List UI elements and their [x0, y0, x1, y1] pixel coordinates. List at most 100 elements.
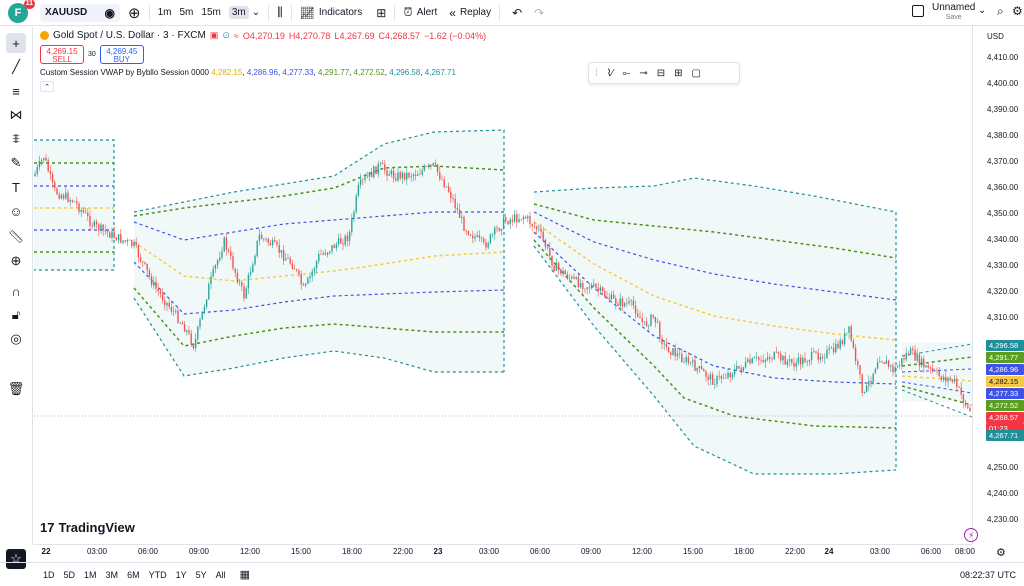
- favorites-star-icon[interactable]: ☆: [6, 549, 26, 569]
- calendar-icon[interactable]: ▦: [239, 569, 251, 581]
- search-icon[interactable]: ⌕: [997, 4, 1004, 18]
- layout-checkbox-icon[interactable]: [912, 5, 924, 17]
- candle-body: [685, 357, 687, 362]
- range-6m[interactable]: 6M: [127, 569, 140, 580]
- alert-button[interactable]: ⏰︎ Alert: [403, 5, 437, 20]
- candle-body: [267, 238, 269, 243]
- trash-icon[interactable]: 🗑︎: [7, 381, 25, 396]
- candle-body: [87, 212, 89, 216]
- candle-body: [120, 234, 122, 243]
- indicator-legend[interactable]: Custom Session VWAP by Bybllo Session 00…: [40, 68, 456, 77]
- candle-body: [465, 230, 467, 232]
- candle-body: [355, 195, 357, 212]
- candle-body: [947, 377, 949, 382]
- candle-body: [309, 276, 311, 279]
- layout-name[interactable]: Unnamed Save: [932, 3, 975, 23]
- zoom-icon[interactable]: ⊕: [10, 253, 22, 268]
- candle-body: [359, 179, 362, 185]
- layouts-icon[interactable]: ⊞: [376, 5, 387, 20]
- range-5y[interactable]: 5Y: [195, 569, 207, 580]
- visibility-icon[interactable]: ◎: [10, 331, 22, 346]
- time-axis[interactable]: 22 03:00 06:00 09:00 12:00 15:00 18:00 22:00 23 0…: [34, 544, 975, 560]
- range-ytd[interactable]: YTD: [148, 569, 167, 580]
- horizontal-ray-icon[interactable]: ⊸: [639, 67, 648, 79]
- band-fill: [534, 178, 896, 474]
- emoji-icon[interactable]: ☺: [9, 203, 23, 219]
- candle-body: [269, 242, 272, 246]
- axis-settings-icon[interactable]: ⚙: [996, 547, 1006, 559]
- tradingview-logo[interactable]: 17 TradingView: [40, 520, 135, 535]
- ray-icon[interactable]: ⟜: [622, 67, 631, 79]
- candle-body: [846, 332, 848, 334]
- sell-button[interactable]: 4,269.15 SELL: [40, 45, 84, 64]
- candle-body: [857, 360, 859, 366]
- lock-icon[interactable]: 🔓︎: [11, 307, 21, 322]
- chevron-down-icon[interactable]: ⌄: [251, 7, 261, 18]
- candle-body: [876, 362, 879, 369]
- candle-body: [221, 251, 223, 258]
- brush-icon[interactable]: ✎: [10, 155, 22, 170]
- range-all[interactable]: All: [215, 569, 226, 580]
- magnet-icon[interactable]: ∩: [11, 283, 21, 299]
- candle-body: [630, 300, 632, 302]
- avatar-letter: F: [14, 6, 22, 19]
- high-value: H4,270.78: [288, 30, 331, 41]
- candle-body: [366, 176, 368, 178]
- path-icon[interactable]: ⌇⁄: [606, 67, 614, 79]
- candle-body: [142, 261, 144, 263]
- buy-button[interactable]: 4,269.45 BUY: [99, 45, 144, 64]
- interval-3m[interactable]: 3m: [228, 6, 249, 19]
- currency-label[interactable]: USD: [987, 32, 1004, 41]
- add-symbol-icon[interactable]: ⊕: [128, 4, 141, 22]
- undo-icon[interactable]: ↶: [512, 5, 523, 20]
- candle-body: [782, 355, 784, 361]
- price-tick-label: 4,390.00: [987, 105, 1019, 114]
- pattern-icon[interactable]: ⋈: [9, 107, 23, 122]
- candle-body: [509, 219, 511, 225]
- drag-handle-icon[interactable]: ⁞: [595, 67, 598, 79]
- trend-line-icon[interactable]: ╱: [12, 59, 20, 74]
- text-icon[interactable]: T: [12, 179, 20, 195]
- range-3m[interactable]: 3M: [105, 569, 119, 580]
- candles-icon[interactable]: ⫼: [277, 5, 283, 19]
- interval-1m[interactable]: 1m: [157, 7, 172, 18]
- divider: [394, 4, 396, 21]
- candle-body: [936, 370, 938, 372]
- ruler-icon[interactable]: 📏︎: [7, 229, 25, 244]
- indicators-button[interactable]: 📈︎ Indicators: [300, 6, 363, 20]
- range-5d[interactable]: 5D: [63, 569, 76, 580]
- interval-5m[interactable]: 5m: [179, 7, 194, 18]
- user-avatar[interactable]: F 11: [8, 0, 35, 23]
- candle-body: [183, 324, 186, 332]
- symbol-search[interactable]: XAUUSD ◉: [40, 3, 120, 22]
- candle-body: [901, 358, 903, 366]
- utc-clock[interactable]: 08:22:37 UTC: [959, 569, 1016, 580]
- horizontal-lines-icon[interactable]: ≡: [12, 83, 20, 99]
- range-1d[interactable]: 1D: [43, 569, 55, 580]
- eye-icon[interactable]: ◉: [104, 5, 115, 20]
- candle-body: [386, 170, 388, 176]
- collapse-legend-icon[interactable]: ⌃: [40, 81, 54, 92]
- interval-15m[interactable]: 15m: [201, 7, 221, 18]
- crosshair-icon[interactable]: +: [6, 33, 26, 53]
- parallel-channel-icon[interactable]: ⊟: [656, 67, 666, 79]
- range-1m[interactable]: 1M: [84, 569, 97, 580]
- candle-body: [67, 192, 69, 202]
- rectangle-icon[interactable]: ▢: [691, 67, 701, 79]
- flag-icon[interactable]: ▣: [209, 30, 219, 40]
- range-1y[interactable]: 1Y: [175, 569, 187, 580]
- fib-icon[interactable]: ⩨: [12, 131, 20, 146]
- chevron-down-icon[interactable]: ⌄: [978, 5, 987, 16]
- settings-icon[interactable]: ⚙: [1012, 4, 1023, 18]
- lightning-icon[interactable]: ⚡︎: [964, 528, 978, 542]
- redo-icon[interactable]: ↷: [534, 5, 545, 20]
- price-axis[interactable]: USD 4,410.00 4,400.00 4,390.00 4,380.00 4,37…: [972, 26, 1024, 544]
- candle-body: [214, 265, 217, 269]
- replay-button[interactable]: «Replay: [449, 6, 491, 20]
- price-chart[interactable]: [34, 26, 972, 544]
- replay-label: Replay: [459, 7, 492, 18]
- candle-body: [535, 226, 538, 230]
- regression-icon[interactable]: ⊞: [674, 67, 683, 79]
- candle-body: [43, 157, 45, 160]
- buy-label: BUY: [113, 55, 131, 64]
